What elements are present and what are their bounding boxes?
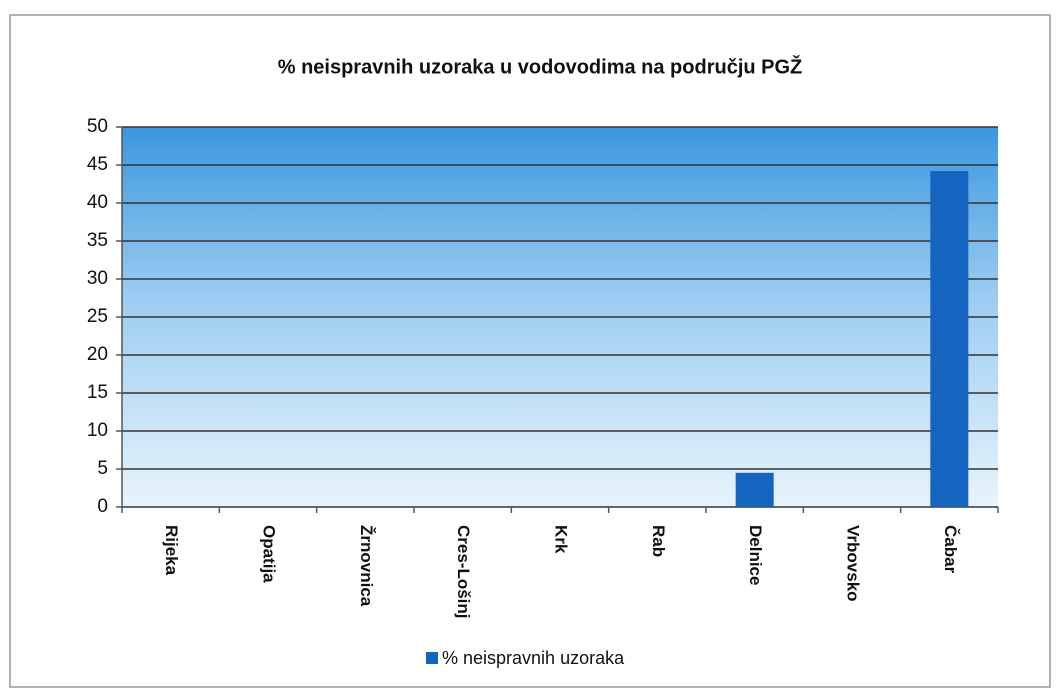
y-tick-label: 50 — [87, 116, 108, 137]
bar — [930, 171, 969, 507]
chart-title: % neispravnih uzoraka u vodovodima na po… — [278, 54, 803, 78]
legend-label: % neispravnih uzoraka — [442, 648, 625, 668]
x-tick-label: Rijeka — [162, 525, 181, 576]
x-tick-label: Čabar — [941, 525, 960, 574]
x-tick-label: Žrnovnica — [357, 525, 376, 607]
x-tick-label: Rab — [649, 525, 668, 557]
x-tick-label: Delnice — [746, 525, 765, 585]
bar — [735, 472, 774, 507]
y-tick-label: 40 — [87, 192, 108, 213]
x-tick-label: Opatija — [260, 525, 279, 583]
y-tick-label: 45 — [87, 154, 108, 175]
y-tick-label: 10 — [87, 420, 108, 441]
y-tick-label: 5 — [97, 458, 108, 479]
y-tick-label: 15 — [87, 382, 108, 403]
x-tick-label: Krk — [552, 525, 571, 554]
x-tick-label: Vrbovsko — [844, 525, 863, 602]
y-tick-label: 0 — [97, 496, 108, 517]
y-tick-label: 30 — [87, 268, 108, 289]
y-tick-label: 25 — [87, 306, 108, 327]
x-tick-label: Cres-Lošinj — [454, 525, 473, 619]
y-tick-label: 20 — [87, 344, 108, 365]
legend-swatch — [426, 652, 438, 664]
y-tick-label: 35 — [87, 230, 108, 251]
